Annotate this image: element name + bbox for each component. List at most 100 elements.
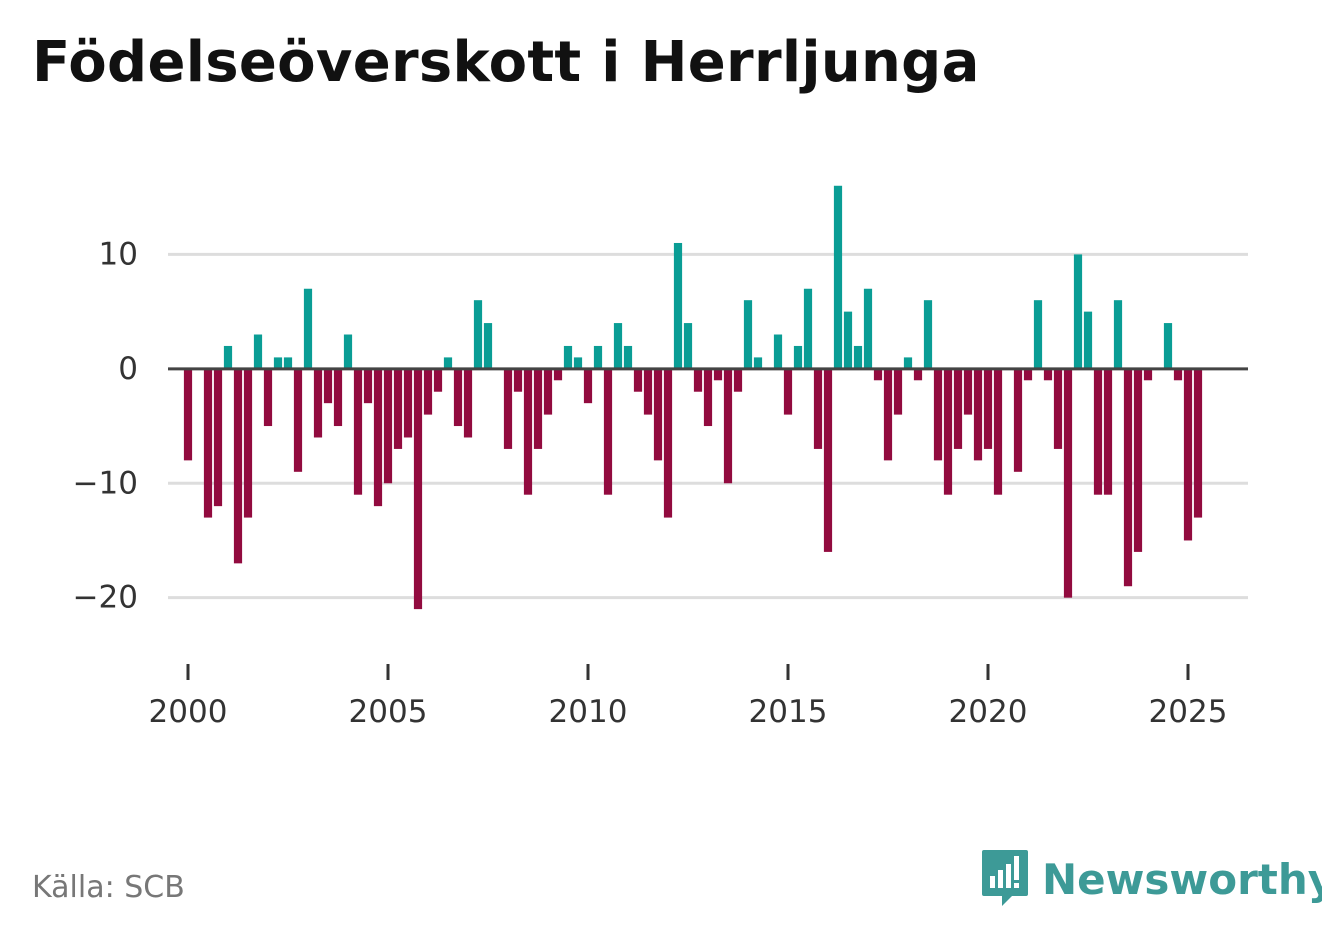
bar [1123, 368, 1133, 587]
brand-name: Newsworthy [1042, 854, 1322, 904]
bar [303, 288, 313, 369]
y-axis-ticks: −20 −10 0 10 [73, 236, 138, 615]
bar [513, 368, 523, 392]
x-axis-ticks: 2000 2005 2010 2015 2020 2025 [149, 664, 1228, 730]
bar [923, 300, 933, 369]
bar [983, 368, 993, 449]
y-tick-label: −20 [73, 580, 138, 616]
bar [293, 368, 303, 472]
bar [813, 368, 823, 449]
bar [333, 368, 343, 427]
bar [713, 368, 723, 381]
bar [593, 345, 603, 369]
bar [1143, 368, 1153, 381]
bar [633, 368, 643, 392]
bar [853, 345, 863, 369]
bar [793, 345, 803, 369]
newsworthy-logo: Newsworthy [980, 848, 1322, 910]
bar [653, 368, 663, 461]
bar [823, 368, 833, 552]
bar [933, 368, 943, 461]
bar [373, 368, 383, 507]
bar [1073, 254, 1083, 369]
bar [623, 345, 633, 369]
bar [433, 368, 443, 392]
bar [1023, 368, 1033, 381]
x-tick-label: 2015 [749, 694, 828, 730]
bar [403, 368, 413, 438]
bar [843, 311, 853, 369]
bar [383, 368, 393, 484]
bar [753, 357, 763, 369]
bar [803, 288, 813, 369]
bar [783, 368, 793, 415]
bar [883, 368, 893, 461]
bar [523, 368, 533, 495]
bar [973, 368, 983, 461]
bar [673, 242, 683, 369]
bar-chart: −20 −10 0 10 2000 2005 2010 2015 2020 2025 [73, 185, 1248, 730]
bar [863, 288, 873, 369]
bar [473, 300, 483, 369]
bar [413, 368, 423, 610]
bar [773, 334, 783, 369]
x-tick-label: 2005 [349, 694, 428, 730]
bar [1083, 311, 1093, 369]
bar [643, 368, 653, 415]
bar [343, 334, 353, 369]
bar [733, 368, 743, 392]
bar [833, 185, 843, 369]
bar [423, 368, 433, 415]
y-tick-label: −10 [73, 465, 138, 501]
bar [663, 368, 673, 518]
bar [683, 323, 693, 369]
bar [1063, 368, 1073, 598]
bar [183, 368, 193, 461]
bar [203, 368, 213, 518]
bar [453, 368, 463, 427]
bar [1183, 368, 1193, 541]
bar [613, 323, 623, 369]
bar [363, 368, 373, 404]
bar [313, 368, 323, 438]
bar [1113, 300, 1123, 369]
chart-title: Födelseöverskott i Herrljunga [32, 30, 980, 95]
bar [993, 368, 1003, 495]
bar [1013, 368, 1023, 472]
source-note: Källa: SCB [32, 870, 185, 905]
bar [563, 345, 573, 369]
x-tick-label: 2020 [949, 694, 1028, 730]
bar [393, 368, 403, 449]
y-tick-label: 0 [118, 351, 138, 387]
bar [953, 368, 963, 449]
bar [503, 368, 513, 449]
bar [743, 300, 753, 369]
bar [263, 368, 273, 427]
bar [243, 368, 253, 518]
bar [223, 345, 233, 369]
bar [543, 368, 553, 415]
x-tick-label: 2010 [549, 694, 628, 730]
bar [1173, 368, 1183, 381]
bar [693, 368, 703, 392]
bar [893, 368, 903, 415]
x-tick-label: 2000 [149, 694, 228, 730]
bar [553, 368, 563, 381]
bar [233, 368, 243, 564]
bar-series [183, 185, 1203, 610]
bar [323, 368, 333, 404]
bar [723, 368, 733, 484]
bar [603, 368, 613, 495]
bar [463, 368, 473, 438]
x-tick-label: 2025 [1149, 694, 1228, 730]
bar [253, 334, 263, 369]
bar [583, 368, 593, 404]
bar [213, 368, 223, 507]
bar [273, 357, 283, 369]
bar [283, 357, 293, 369]
bar [1163, 323, 1173, 369]
bar [913, 368, 923, 381]
bar [1033, 300, 1043, 369]
bar [903, 357, 913, 369]
bar [963, 368, 973, 415]
